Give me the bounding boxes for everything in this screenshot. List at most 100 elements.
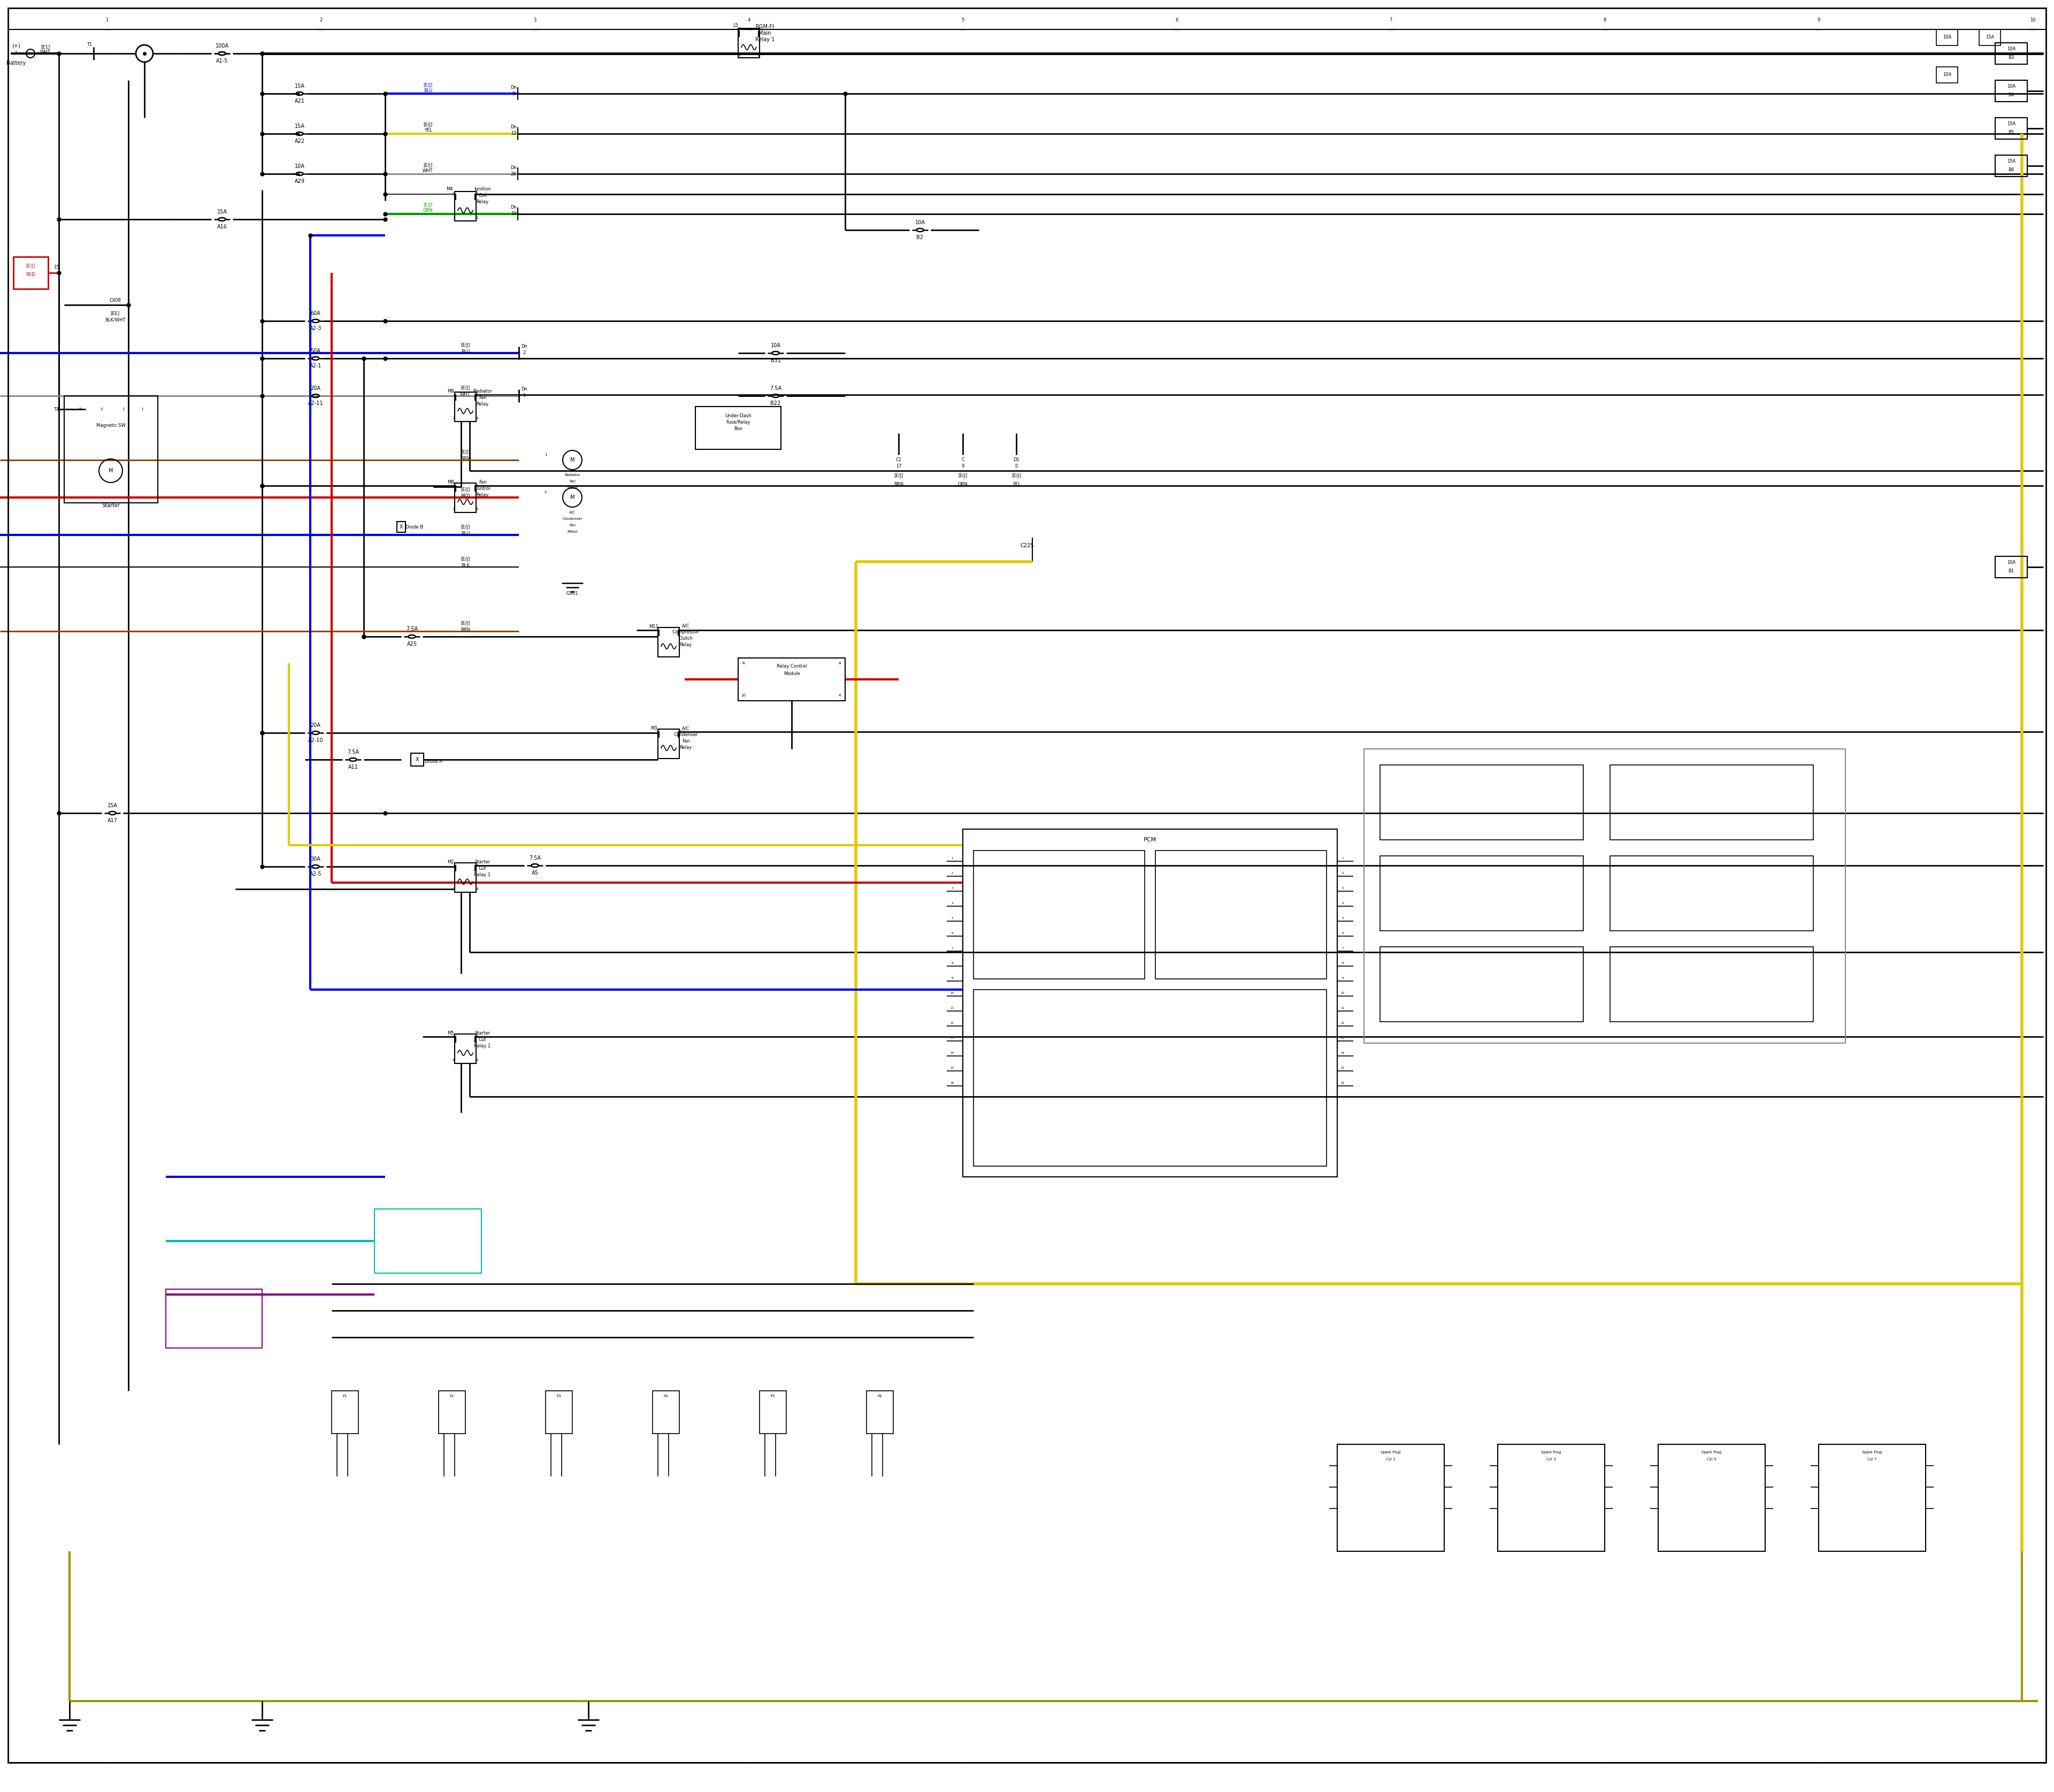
Text: F3: F3 xyxy=(557,1394,561,1398)
Bar xyxy=(1380,857,1584,930)
Text: A11: A11 xyxy=(347,765,357,771)
Text: 10: 10 xyxy=(951,991,953,995)
Text: Fan: Fan xyxy=(682,738,690,744)
Text: PCM: PCM xyxy=(1144,837,1156,842)
Text: [E/J]: [E/J] xyxy=(460,622,470,625)
Text: B2: B2 xyxy=(916,235,924,240)
Text: A/C: A/C xyxy=(682,624,690,629)
Text: 4: 4 xyxy=(737,27,739,30)
Text: BRN: BRN xyxy=(460,457,470,461)
Text: C225: C225 xyxy=(1021,543,1033,548)
Text: Relay 2: Relay 2 xyxy=(474,1045,491,1048)
Bar xyxy=(454,482,477,513)
Bar xyxy=(1937,29,1957,45)
Text: 12: 12 xyxy=(951,1021,953,1023)
Text: 15A: 15A xyxy=(2007,159,2015,163)
Text: 15A: 15A xyxy=(107,803,117,808)
Text: 15: 15 xyxy=(53,265,60,271)
Text: 4: 4 xyxy=(748,18,750,23)
Text: BLU: BLU xyxy=(423,88,431,93)
Text: Radiator: Radiator xyxy=(472,389,493,394)
Text: Relay: Relay xyxy=(477,199,489,204)
Bar xyxy=(1994,81,2027,102)
Text: Cyl 1: Cyl 1 xyxy=(1386,1457,1395,1460)
Text: 4: 4 xyxy=(477,192,479,195)
Text: Battery: Battery xyxy=(6,61,27,66)
Text: 17: 17 xyxy=(896,464,902,470)
Bar xyxy=(546,1391,573,1434)
Text: 13: 13 xyxy=(1341,1036,1345,1039)
Text: M9: M9 xyxy=(448,389,454,394)
Text: 10A: 10A xyxy=(1943,36,1951,39)
Bar xyxy=(696,407,781,450)
Text: 50A: 50A xyxy=(310,348,320,353)
Text: 10A: 10A xyxy=(2007,561,2015,564)
Text: [E/J]: [E/J] xyxy=(460,342,470,348)
Text: B: B xyxy=(78,407,82,410)
Text: 2: 2 xyxy=(524,351,526,355)
Text: Starter: Starter xyxy=(474,860,491,866)
Text: 1: 1 xyxy=(140,407,144,410)
Text: B6: B6 xyxy=(2009,168,2015,172)
Text: 2: 2 xyxy=(680,729,682,733)
Text: F6: F6 xyxy=(877,1394,881,1398)
Text: 16: 16 xyxy=(1341,1081,1345,1084)
Text: [E/J]: [E/J] xyxy=(893,473,904,478)
Text: 15A: 15A xyxy=(294,84,304,90)
Bar xyxy=(1610,765,1814,840)
Text: BLK: BLK xyxy=(460,563,470,568)
Text: 10: 10 xyxy=(741,694,746,697)
Text: Dn: Dn xyxy=(509,165,518,170)
Text: GRN: GRN xyxy=(423,208,433,213)
Text: C1: C1 xyxy=(896,457,902,462)
Text: A1-5: A1-5 xyxy=(216,59,228,65)
Text: B3: B3 xyxy=(2009,56,2015,61)
Text: Dn: Dn xyxy=(509,204,518,210)
Bar xyxy=(1994,43,2027,65)
Text: 15: 15 xyxy=(951,1066,953,1070)
Text: 7.5A: 7.5A xyxy=(770,385,781,391)
Text: Dn: Dn xyxy=(522,387,528,392)
Bar xyxy=(657,627,680,656)
Text: Cyl 3: Cyl 3 xyxy=(1547,1457,1557,1460)
Text: [E/J]: [E/J] xyxy=(460,525,470,530)
Text: 1: 1 xyxy=(105,18,109,23)
Text: A2-10: A2-10 xyxy=(308,738,322,744)
Text: Diode A: Diode A xyxy=(425,760,442,763)
Text: 3: 3 xyxy=(534,18,536,23)
Bar xyxy=(1337,1444,1444,1552)
Bar xyxy=(1610,946,1814,1021)
Text: YEL: YEL xyxy=(1013,482,1021,486)
Text: B1: B1 xyxy=(2009,568,2015,573)
Text: Clutch: Clutch xyxy=(678,636,692,642)
Bar xyxy=(440,1391,466,1434)
Text: [E/J]: [E/J] xyxy=(460,487,470,493)
Text: 2: 2 xyxy=(544,491,546,495)
Text: F2: F2 xyxy=(450,1394,454,1398)
Text: 60A: 60A xyxy=(310,310,320,315)
Text: Dn: Dn xyxy=(509,84,518,90)
Text: [E/J]: [E/J] xyxy=(460,450,470,455)
Bar xyxy=(1994,156,2027,177)
Text: 9: 9 xyxy=(961,464,963,470)
Text: D1: D1 xyxy=(1013,457,1019,462)
Text: 20A: 20A xyxy=(310,385,320,391)
Text: 2: 2 xyxy=(758,56,760,59)
Text: Fan: Fan xyxy=(569,480,575,484)
Text: A5: A5 xyxy=(532,871,538,876)
Text: 1: 1 xyxy=(452,484,454,487)
Text: A22: A22 xyxy=(294,138,304,143)
Text: Module: Module xyxy=(783,672,799,676)
Text: Spark Plug: Spark Plug xyxy=(1701,1452,1721,1453)
Text: [E/J]: [E/J] xyxy=(423,163,433,168)
Bar xyxy=(653,1391,680,1434)
Text: Fuse/Relay: Fuse/Relay xyxy=(725,419,750,425)
Text: 16: 16 xyxy=(951,1081,953,1084)
Bar xyxy=(1154,851,1327,978)
Text: 12: 12 xyxy=(1341,1021,1345,1023)
Text: 10: 10 xyxy=(2029,18,2036,23)
Text: 13: 13 xyxy=(951,1036,953,1039)
Text: A2-11: A2-11 xyxy=(308,401,322,407)
Text: 3: 3 xyxy=(452,418,454,419)
Text: X: X xyxy=(398,525,403,530)
